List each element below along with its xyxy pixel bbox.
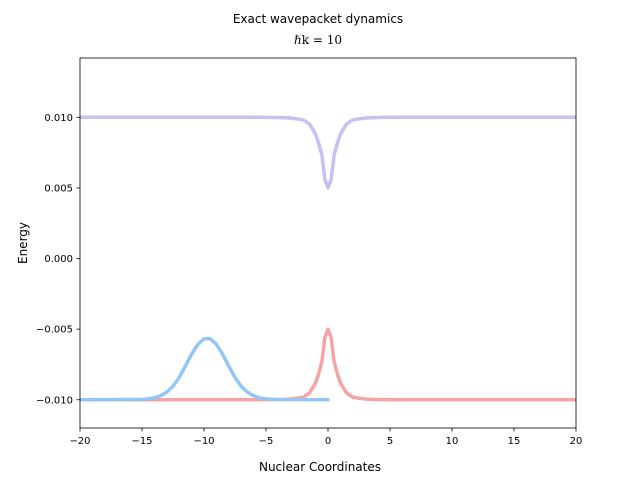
- y-tick-label: 0.000: [44, 254, 73, 265]
- y-tick-label: 0.005: [44, 184, 73, 195]
- chart-subtitle: ℏk = 10: [294, 33, 342, 47]
- x-tick-label: −10: [193, 436, 214, 447]
- x-axis-label: Nuclear Coordinates: [259, 460, 381, 474]
- x-tick-label: 15: [508, 436, 521, 447]
- x-tick-label: 10: [446, 436, 459, 447]
- x-tick-label: 5: [387, 436, 393, 447]
- x-tick-label: −20: [69, 436, 90, 447]
- plot-area: [80, 115, 576, 402]
- x-tick-label: 0: [325, 436, 331, 447]
- y-tick-label: −0.010: [36, 395, 73, 406]
- y-tick-label: −0.005: [36, 325, 73, 336]
- x-tick-label: 20: [570, 436, 583, 447]
- y-axis-label: Energy: [16, 222, 30, 264]
- x-axis: −20 −15 −10 −5 0 5 10 15 20: [69, 428, 582, 447]
- chart-title: Exact wavepacket dynamics: [233, 12, 403, 26]
- x-tick-label: −15: [131, 436, 152, 447]
- y-tick-label: 0.010: [44, 113, 73, 124]
- series-line-1: [80, 115, 576, 190]
- x-tick-label: −5: [259, 436, 274, 447]
- series-layer: [80, 115, 576, 402]
- series-line-3: [80, 337, 330, 402]
- y-axis: −0.010 −0.005 0.000 0.005 0.010: [36, 113, 80, 406]
